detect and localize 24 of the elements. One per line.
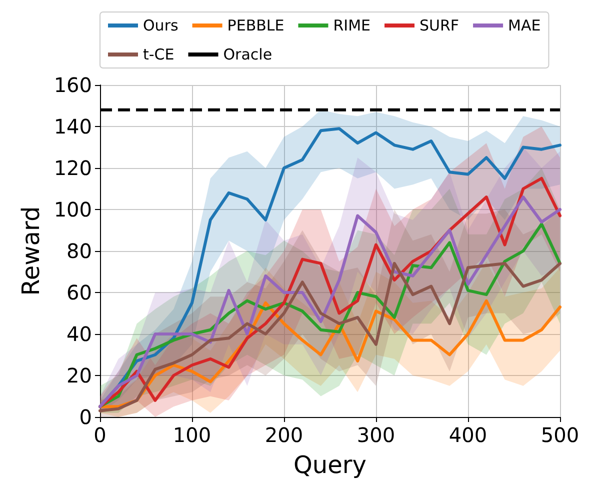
y-tick-label: 0 xyxy=(79,405,92,429)
x-tick-label: 100 xyxy=(172,423,212,447)
y-tick-label: 20 xyxy=(66,364,92,388)
legend-label: SURF xyxy=(420,16,460,34)
legend-label: Ours xyxy=(143,16,178,34)
legend-label: MAE xyxy=(508,16,541,34)
y-axis-title: Reward xyxy=(16,206,45,296)
legend-label: Oracle xyxy=(223,46,272,64)
legend-label: RIME xyxy=(333,16,370,34)
x-tick-label: 400 xyxy=(448,423,488,447)
x-tick-label: 200 xyxy=(264,423,304,447)
y-tick-label: 160 xyxy=(54,73,92,97)
legend-label: PEBBLE xyxy=(227,16,284,34)
x-tick-label: 500 xyxy=(540,423,580,447)
y-tick-label: 40 xyxy=(66,322,92,346)
y-tick-label: 100 xyxy=(54,198,92,222)
legend-label: t-CE xyxy=(143,46,174,64)
x-tick-label: 300 xyxy=(356,423,396,447)
x-tick-label: 0 xyxy=(94,423,106,447)
y-tick-label: 120 xyxy=(54,156,92,180)
y-tick-label: 140 xyxy=(54,114,92,138)
y-tick-label: 60 xyxy=(66,280,92,304)
y-tick-label: 80 xyxy=(66,239,92,263)
x-axis-title: Query xyxy=(294,451,366,479)
